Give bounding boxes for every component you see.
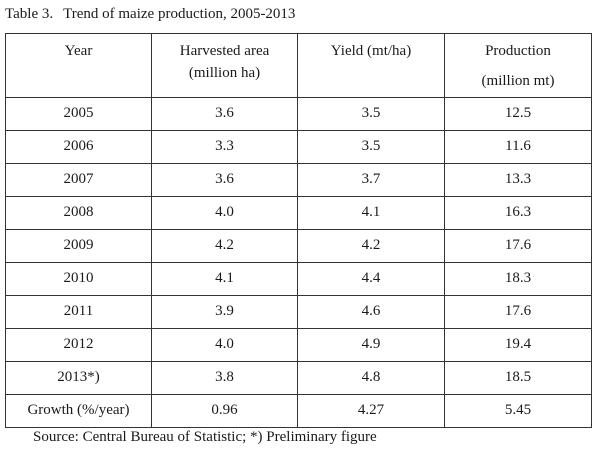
cell-yield: 4.6	[297, 295, 445, 329]
table-row: 2008 4.0 4.1 16.3	[5, 196, 592, 230]
cell-yield: 4.27	[297, 394, 445, 428]
cell-yield: 4.8	[297, 361, 445, 395]
cell-year: 2012	[5, 328, 152, 362]
header-row: Year Harvested area (million ha) Yield (…	[5, 33, 592, 98]
cell-area: 4.1	[151, 262, 298, 296]
cell-yield: 4.1	[297, 196, 445, 230]
header-production: Production (million mt)	[444, 33, 592, 98]
growth-row: Growth (%/year) 0.96 4.27 5.45	[5, 394, 592, 428]
cell-area: 3.9	[151, 295, 298, 329]
maize-production-table: Year Harvested area (million ha) Yield (…	[5, 33, 592, 428]
cell-area: 4.2	[151, 229, 298, 263]
cell-yield: 4.2	[297, 229, 445, 263]
cell-year: 2011	[5, 295, 152, 329]
cell-yield: 3.5	[297, 130, 445, 164]
cell-area: 3.3	[151, 130, 298, 164]
table-row: 2009 4.2 4.2 17.6	[5, 229, 592, 263]
table-row: 2006 3.3 3.5 11.6	[5, 130, 592, 164]
cell-year: 2007	[5, 163, 152, 197]
table-label: Table 3.	[5, 6, 54, 22]
cell-year: 2005	[5, 97, 152, 131]
cell-production: 19.4	[444, 328, 592, 362]
cell-area: 4.0	[151, 196, 298, 230]
table-row: 2010 4.1 4.4 18.3	[5, 262, 592, 296]
cell-production: 13.3	[444, 163, 592, 197]
table-row: 2005 3.6 3.5 12.5	[5, 97, 592, 131]
cell-production: 11.6	[444, 130, 592, 164]
cell-yield: 4.4	[297, 262, 445, 296]
header-harvested-area: Harvested area (million ha)	[151, 33, 298, 98]
cell-production: 5.45	[444, 394, 592, 428]
cell-production: 18.5	[444, 361, 592, 395]
table-row: 2013*) 3.8 4.8 18.5	[5, 361, 592, 395]
cell-production: 17.6	[444, 229, 592, 263]
table-row: 2007 3.6 3.7 13.3	[5, 163, 592, 197]
cell-area: 4.0	[151, 328, 298, 362]
table-caption: Table 3. Trend of maize production, 2005-…	[5, 5, 295, 23]
cell-year: 2013*)	[5, 361, 152, 395]
header-yield: Yield (mt/ha)	[297, 33, 445, 98]
cell-production: 12.5	[444, 97, 592, 131]
table-row: 2012 4.0 4.9 19.4	[5, 328, 592, 362]
cell-yield: 4.9	[297, 328, 445, 362]
cell-production: 17.6	[444, 295, 592, 329]
cell-production: 16.3	[444, 196, 592, 230]
header-year: Year	[5, 33, 152, 98]
cell-year: 2008	[5, 196, 152, 230]
cell-area: 3.6	[151, 97, 298, 131]
cell-area: 3.8	[151, 361, 298, 395]
cell-production: 18.3	[444, 262, 592, 296]
source-note: Source: Central Bureau of Statistic; *) …	[33, 429, 377, 445]
cell-area: 0.96	[151, 394, 298, 428]
table-row: 2011 3.9 4.6 17.6	[5, 295, 592, 329]
table-title: Trend of maize production, 2005-2013	[63, 6, 296, 22]
cell-year: 2010	[5, 262, 152, 296]
cell-year: Growth (%/year)	[5, 394, 152, 428]
cell-yield: 3.5	[297, 97, 445, 131]
cell-year: 2006	[5, 130, 152, 164]
cell-year: 2009	[5, 229, 152, 263]
cell-area: 3.6	[151, 163, 298, 197]
cell-yield: 3.7	[297, 163, 445, 197]
